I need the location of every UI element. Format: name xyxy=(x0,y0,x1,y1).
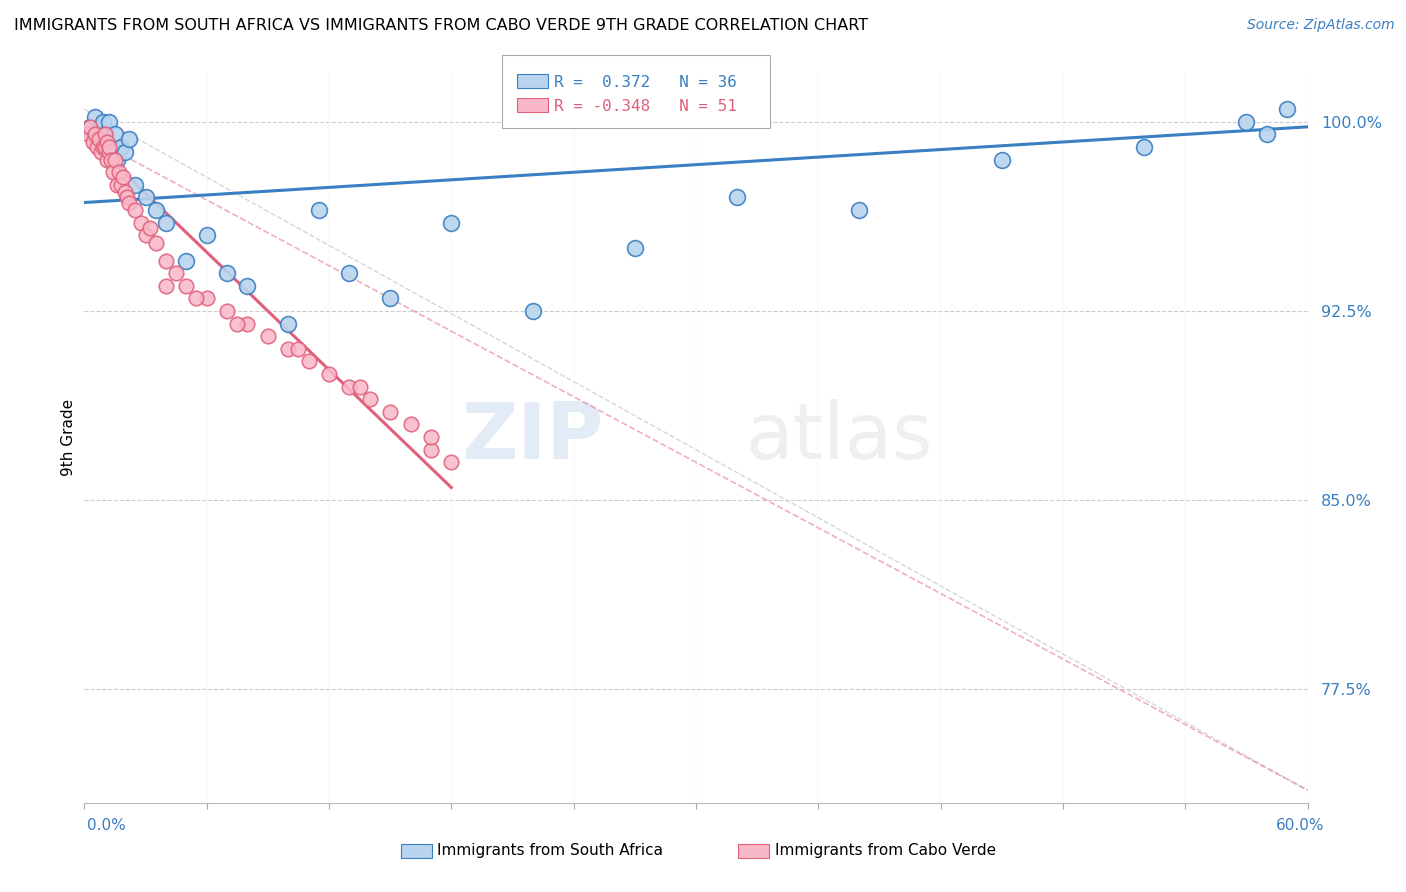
Point xyxy=(217,266,239,280)
Point xyxy=(165,266,187,280)
Point xyxy=(93,128,115,142)
Point xyxy=(380,405,402,419)
Point xyxy=(79,120,101,134)
Point xyxy=(79,120,101,134)
Point xyxy=(104,153,127,167)
Point xyxy=(91,140,114,154)
Point xyxy=(93,128,115,142)
Point xyxy=(90,120,112,134)
Point xyxy=(90,145,112,159)
Point xyxy=(155,278,177,293)
Point xyxy=(236,278,259,293)
Point xyxy=(145,235,167,250)
Point xyxy=(124,178,146,192)
Point xyxy=(440,455,463,469)
Y-axis label: 9th Grade: 9th Grade xyxy=(60,399,76,475)
Point xyxy=(135,190,157,204)
Text: atlas: atlas xyxy=(745,399,932,475)
Point xyxy=(110,178,132,192)
Point xyxy=(110,140,132,154)
Point xyxy=(101,165,124,179)
Point xyxy=(115,190,138,204)
Point xyxy=(848,203,870,218)
Point xyxy=(174,253,197,268)
Point xyxy=(420,430,443,444)
Point xyxy=(236,317,259,331)
Point xyxy=(1234,115,1257,129)
Point xyxy=(349,379,371,393)
Point xyxy=(105,178,128,192)
Point xyxy=(990,153,1012,167)
Point xyxy=(195,228,218,243)
Point xyxy=(131,216,153,230)
Text: Immigrants from Cabo Verde: Immigrants from Cabo Verde xyxy=(775,843,995,858)
Point xyxy=(420,442,443,457)
Point xyxy=(195,291,218,305)
Point xyxy=(93,140,115,154)
Point xyxy=(135,228,157,243)
Point xyxy=(339,266,360,280)
Point xyxy=(97,145,120,159)
Point xyxy=(440,216,463,230)
Point xyxy=(359,392,381,407)
Point xyxy=(96,135,118,149)
Point xyxy=(96,153,118,167)
Text: Immigrants from South Africa: Immigrants from South Africa xyxy=(437,843,664,858)
Point xyxy=(174,278,197,293)
Point xyxy=(308,203,330,218)
Text: 60.0%: 60.0% xyxy=(1277,818,1324,832)
Text: IMMIGRANTS FROM SOUTH AFRICA VS IMMIGRANTS FROM CABO VERDE 9TH GRADE CORRELATION: IMMIGRANTS FROM SOUTH AFRICA VS IMMIGRAN… xyxy=(14,18,868,33)
Point xyxy=(91,115,114,129)
Point xyxy=(287,342,309,356)
Point xyxy=(105,153,128,167)
Point xyxy=(97,140,120,154)
Point xyxy=(114,145,136,159)
Point xyxy=(186,291,208,305)
Point xyxy=(86,140,108,154)
Point xyxy=(86,128,108,142)
Point xyxy=(118,132,141,146)
Point xyxy=(725,190,748,204)
Point xyxy=(83,110,105,124)
Point xyxy=(100,140,122,154)
Point xyxy=(257,329,280,343)
Point xyxy=(104,128,127,142)
Point xyxy=(145,203,167,218)
Point xyxy=(522,304,544,318)
Point xyxy=(624,241,647,255)
Point xyxy=(83,128,105,142)
Point xyxy=(155,216,177,230)
Point xyxy=(77,128,100,142)
Point xyxy=(108,165,131,179)
Point xyxy=(339,379,360,393)
Point xyxy=(87,132,110,146)
Text: R =  0.372   N = 36: R = 0.372 N = 36 xyxy=(554,75,737,90)
Point xyxy=(277,317,299,331)
Text: R = -0.348   N = 51: R = -0.348 N = 51 xyxy=(554,99,737,114)
Point xyxy=(100,153,122,167)
Point xyxy=(138,220,160,235)
Point xyxy=(1133,140,1156,154)
Point xyxy=(298,354,321,368)
Point xyxy=(1277,102,1299,116)
Point xyxy=(1256,128,1278,142)
Point xyxy=(82,135,104,149)
Point xyxy=(97,115,120,129)
Point xyxy=(318,367,340,381)
Point xyxy=(399,417,422,432)
Point xyxy=(118,195,141,210)
Text: Source: ZipAtlas.com: Source: ZipAtlas.com xyxy=(1247,18,1395,32)
Point xyxy=(96,135,118,149)
Point xyxy=(380,291,402,305)
Point xyxy=(155,253,177,268)
Point xyxy=(124,203,146,218)
Text: 0.0%: 0.0% xyxy=(87,818,127,832)
Point xyxy=(277,342,299,356)
Point xyxy=(226,317,249,331)
Text: ZIP: ZIP xyxy=(461,399,605,475)
Point xyxy=(114,186,136,200)
Point xyxy=(112,170,135,185)
Point xyxy=(217,304,239,318)
